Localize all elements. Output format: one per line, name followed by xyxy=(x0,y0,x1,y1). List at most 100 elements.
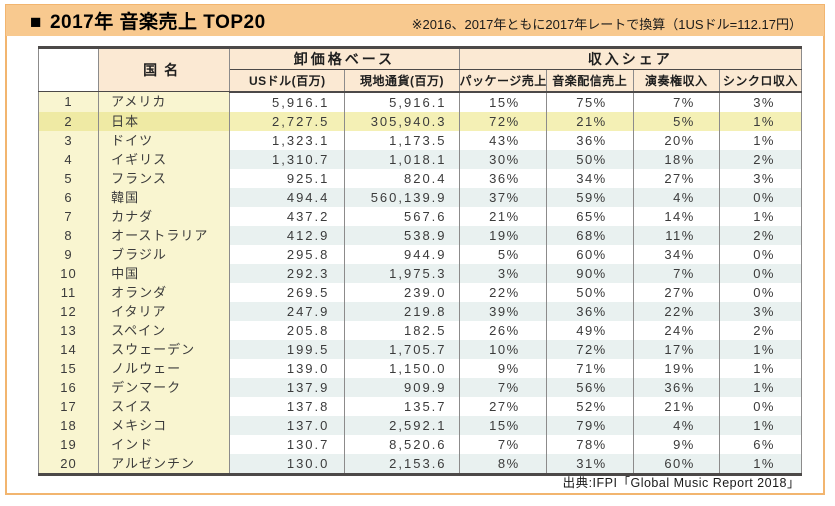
table-row: 3 ドイツ 1,323.1 1,173.5 43% 36% 20% 1% xyxy=(37,130,803,150)
usd-value-cell: 925.1 xyxy=(229,168,346,188)
digital-share-cell: 36% xyxy=(545,301,634,321)
sync-share-cell: 1% xyxy=(718,453,803,474)
package-share-cell: 21% xyxy=(458,206,547,226)
sync-share-cell: 1% xyxy=(718,111,803,131)
usd-value-cell: 1,323.1 xyxy=(229,130,346,150)
performance-share-cell: 60% xyxy=(632,453,720,474)
country-cell: スペイン xyxy=(98,320,231,340)
exchange-rate-note: ※2016、2017年ともに2017年レートで換算（1USドル=112.17円） xyxy=(411,17,802,32)
local-currency-value-cell: 538.9 xyxy=(344,225,460,245)
rank-cell: 1 xyxy=(37,91,100,112)
country-cell: 中国 xyxy=(98,263,231,283)
rank-cell: 12 xyxy=(37,301,100,321)
local-currency-value-cell: 305,940.3 xyxy=(344,111,460,131)
usd-value-cell: 130.7 xyxy=(229,434,346,454)
performance-share-cell: 9% xyxy=(632,434,720,454)
page-title-text: 2017年 音楽売上 TOP20 xyxy=(49,12,266,33)
local-currency-value-cell: 944.9 xyxy=(344,244,460,264)
local-currency-value-cell: 182.5 xyxy=(344,320,460,340)
rank-cell: 3 xyxy=(37,130,100,150)
digital-share-cell: 59% xyxy=(545,187,634,207)
table-row: 4 イギリス 1,310.7 1,018.1 30% 50% 18% 2% xyxy=(37,149,803,169)
digital-share-cell: 50% xyxy=(545,282,634,302)
sync-share-cell: 1% xyxy=(718,415,803,435)
rank-cell: 20 xyxy=(37,453,100,474)
digital-share-cell: 78% xyxy=(545,434,634,454)
performance-share-cell: 7% xyxy=(632,91,720,112)
rank-cell: 6 xyxy=(37,187,100,207)
local-currency-value-cell: 2,592.1 xyxy=(344,415,460,435)
table-row: 1 アメリカ 5,916.1 5,916.1 15% 75% 7% 3% xyxy=(37,91,803,112)
package-share-cell: 7% xyxy=(458,434,547,454)
country-column-header: 国名 xyxy=(98,47,231,92)
usd-value-cell: 494.4 xyxy=(229,187,346,207)
sync-share-cell: 0% xyxy=(718,263,803,283)
package-share-cell: 36% xyxy=(458,168,547,188)
local-currency-value-cell: 1,173.5 xyxy=(344,130,460,150)
performance-share-cell: 20% xyxy=(632,130,720,150)
package-share-cell: 43% xyxy=(458,130,547,150)
digital-share-cell: 49% xyxy=(545,320,634,340)
rank-column-header xyxy=(37,47,100,92)
usd-value-cell: 269.5 xyxy=(229,282,346,302)
rank-cell: 11 xyxy=(37,282,100,302)
digital-share-cell: 79% xyxy=(545,415,634,435)
performance-share-cell: 34% xyxy=(632,244,720,264)
usd-value-cell: 137.9 xyxy=(229,377,346,397)
performance-share-cell: 14% xyxy=(632,206,720,226)
local-currency-value-cell: 219.8 xyxy=(344,301,460,321)
country-cell: フランス xyxy=(98,168,231,188)
performance-share-cell: 7% xyxy=(632,263,720,283)
digital-share-cell: 34% xyxy=(545,168,634,188)
music-sales-table: 国名 卸価格ベース 収入シェア USドル(百万) 現地通貨(百万) パッケージ売… xyxy=(37,46,803,476)
country-cell: アメリカ xyxy=(98,91,231,112)
local-currency-value-cell: 8,520.6 xyxy=(344,434,460,454)
country-cell: オーストラリア xyxy=(98,225,231,245)
local-currency-value-cell: 239.0 xyxy=(344,282,460,302)
package-share-cell: 9% xyxy=(458,358,547,378)
rank-cell: 7 xyxy=(37,206,100,226)
country-cell: スイス xyxy=(98,396,231,416)
digital-share-cell: 90% xyxy=(545,263,634,283)
rank-cell: 14 xyxy=(37,339,100,359)
package-share-cell: 8% xyxy=(458,453,547,474)
local-currency-value-cell: 1,975.3 xyxy=(344,263,460,283)
package-share-cell: 3% xyxy=(458,263,547,283)
rank-cell: 2 xyxy=(37,111,100,131)
table-header: 国名 卸価格ベース 収入シェア USドル(百万) 現地通貨(百万) パッケージ売… xyxy=(37,47,803,93)
package-share-cell: 37% xyxy=(458,187,547,207)
performance-share-cell: 21% xyxy=(632,396,720,416)
rank-cell: 10 xyxy=(37,263,100,283)
header-group-row: 国名 卸価格ベース 収入シェア xyxy=(37,47,803,92)
performance-share-cell: 24% xyxy=(632,320,720,340)
local-currency-value-cell: 1,018.1 xyxy=(344,149,460,169)
package-share-cell: 72% xyxy=(458,111,547,131)
usd-value-cell: 437.2 xyxy=(229,206,346,226)
digital-sales-column-header: 音楽配信売上 xyxy=(545,69,634,93)
rank-cell: 15 xyxy=(37,358,100,378)
table-row: 7 カナダ 437.2 567.6 21% 65% 14% 1% xyxy=(37,206,803,226)
usd-value-cell: 137.0 xyxy=(229,415,346,435)
source-citation: 出典:IFPI「Global Music Report 2018」 xyxy=(562,476,800,490)
usd-value-cell: 139.0 xyxy=(229,358,346,378)
local-currency-column-header: 現地通貨(百万) xyxy=(344,69,460,93)
local-currency-value-cell: 1,705.7 xyxy=(344,339,460,359)
sync-share-cell: 2% xyxy=(718,225,803,245)
local-currency-value-cell: 567.6 xyxy=(344,206,460,226)
performance-share-cell: 22% xyxy=(632,301,720,321)
country-cell: イギリス xyxy=(98,149,231,169)
usd-value-cell: 130.0 xyxy=(229,453,346,474)
table-row: 15 ノルウェー 139.0 1,150.0 9% 71% 19% 1% xyxy=(37,358,803,378)
package-share-cell: 30% xyxy=(458,149,547,169)
usd-column-header: USドル(百万) xyxy=(229,69,346,93)
country-cell: イタリア xyxy=(98,301,231,321)
table-row: 18 メキシコ 137.0 2,592.1 15% 79% 4% 1% xyxy=(37,415,803,435)
rank-cell: 17 xyxy=(37,396,100,416)
country-cell: デンマーク xyxy=(98,377,231,397)
digital-share-cell: 72% xyxy=(545,339,634,359)
country-cell: ノルウェー xyxy=(98,358,231,378)
country-cell: 日本 xyxy=(98,111,231,131)
table-row: 6 韓国 494.4 560,139.9 37% 59% 4% 0% xyxy=(37,187,803,207)
digital-share-cell: 52% xyxy=(545,396,634,416)
package-sales-column-header: パッケージ売上 xyxy=(458,69,547,93)
